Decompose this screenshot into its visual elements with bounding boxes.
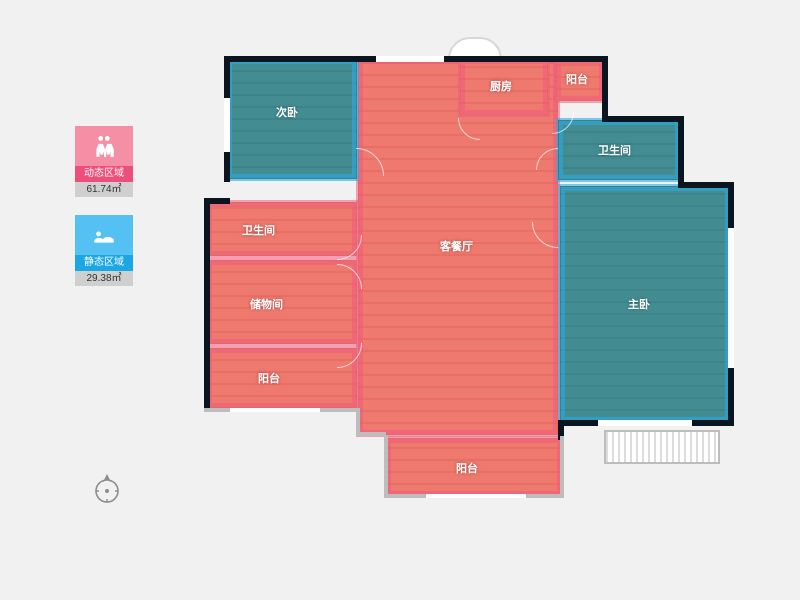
room-bathroom-w [207,202,357,256]
wall [678,116,684,186]
label-second-bedroom: 次卧 [276,104,298,120]
wall [204,198,230,204]
wall-gap [728,228,734,368]
balcony-rail [604,430,720,464]
legend-dynamic: 动态区域 61.74㎡ [75,126,133,197]
legend-panel: 动态区域 61.74㎡ 静态区域 29.38㎡ [75,126,133,304]
sleep-icon [75,215,133,255]
people-icon [75,126,133,166]
legend-static: 静态区域 29.38㎡ [75,215,133,286]
label-balcony-ne: 阳台 [566,71,588,87]
wall [678,182,734,188]
wall-gap [376,56,444,62]
wall-gap [598,420,692,426]
wall [602,56,608,120]
label-bathroom-e: 卫生间 [598,142,631,158]
legend-static-value: 29.38㎡ [75,271,133,286]
label-balcony-sw: 阳台 [258,370,280,386]
floorplan: 客餐厅 次卧 厨房 阳台 卫生间 卫生间 储物间 阳台 主卧 阳台 [200,40,760,560]
wall-gap [230,408,320,412]
compass-icon [90,472,124,511]
wall [560,436,564,498]
label-master-bedroom: 主卧 [628,296,650,312]
wall-gap [426,494,526,498]
label-kitchen: 厨房 [490,78,512,94]
label-storage: 储物间 [250,296,283,312]
wall [356,432,386,436]
wall [602,116,684,122]
wall-gap [224,98,230,152]
legend-dynamic-label: 动态区域 [75,166,133,182]
room-balcony-sw [207,348,357,408]
wall [384,436,388,498]
label-living: 客餐厅 [440,238,473,254]
label-balcony-s: 阳台 [456,460,478,476]
label-bathroom-w: 卫生间 [242,222,275,238]
wall [204,198,210,412]
legend-static-label: 静态区域 [75,255,133,271]
legend-dynamic-value: 61.74㎡ [75,182,133,197]
